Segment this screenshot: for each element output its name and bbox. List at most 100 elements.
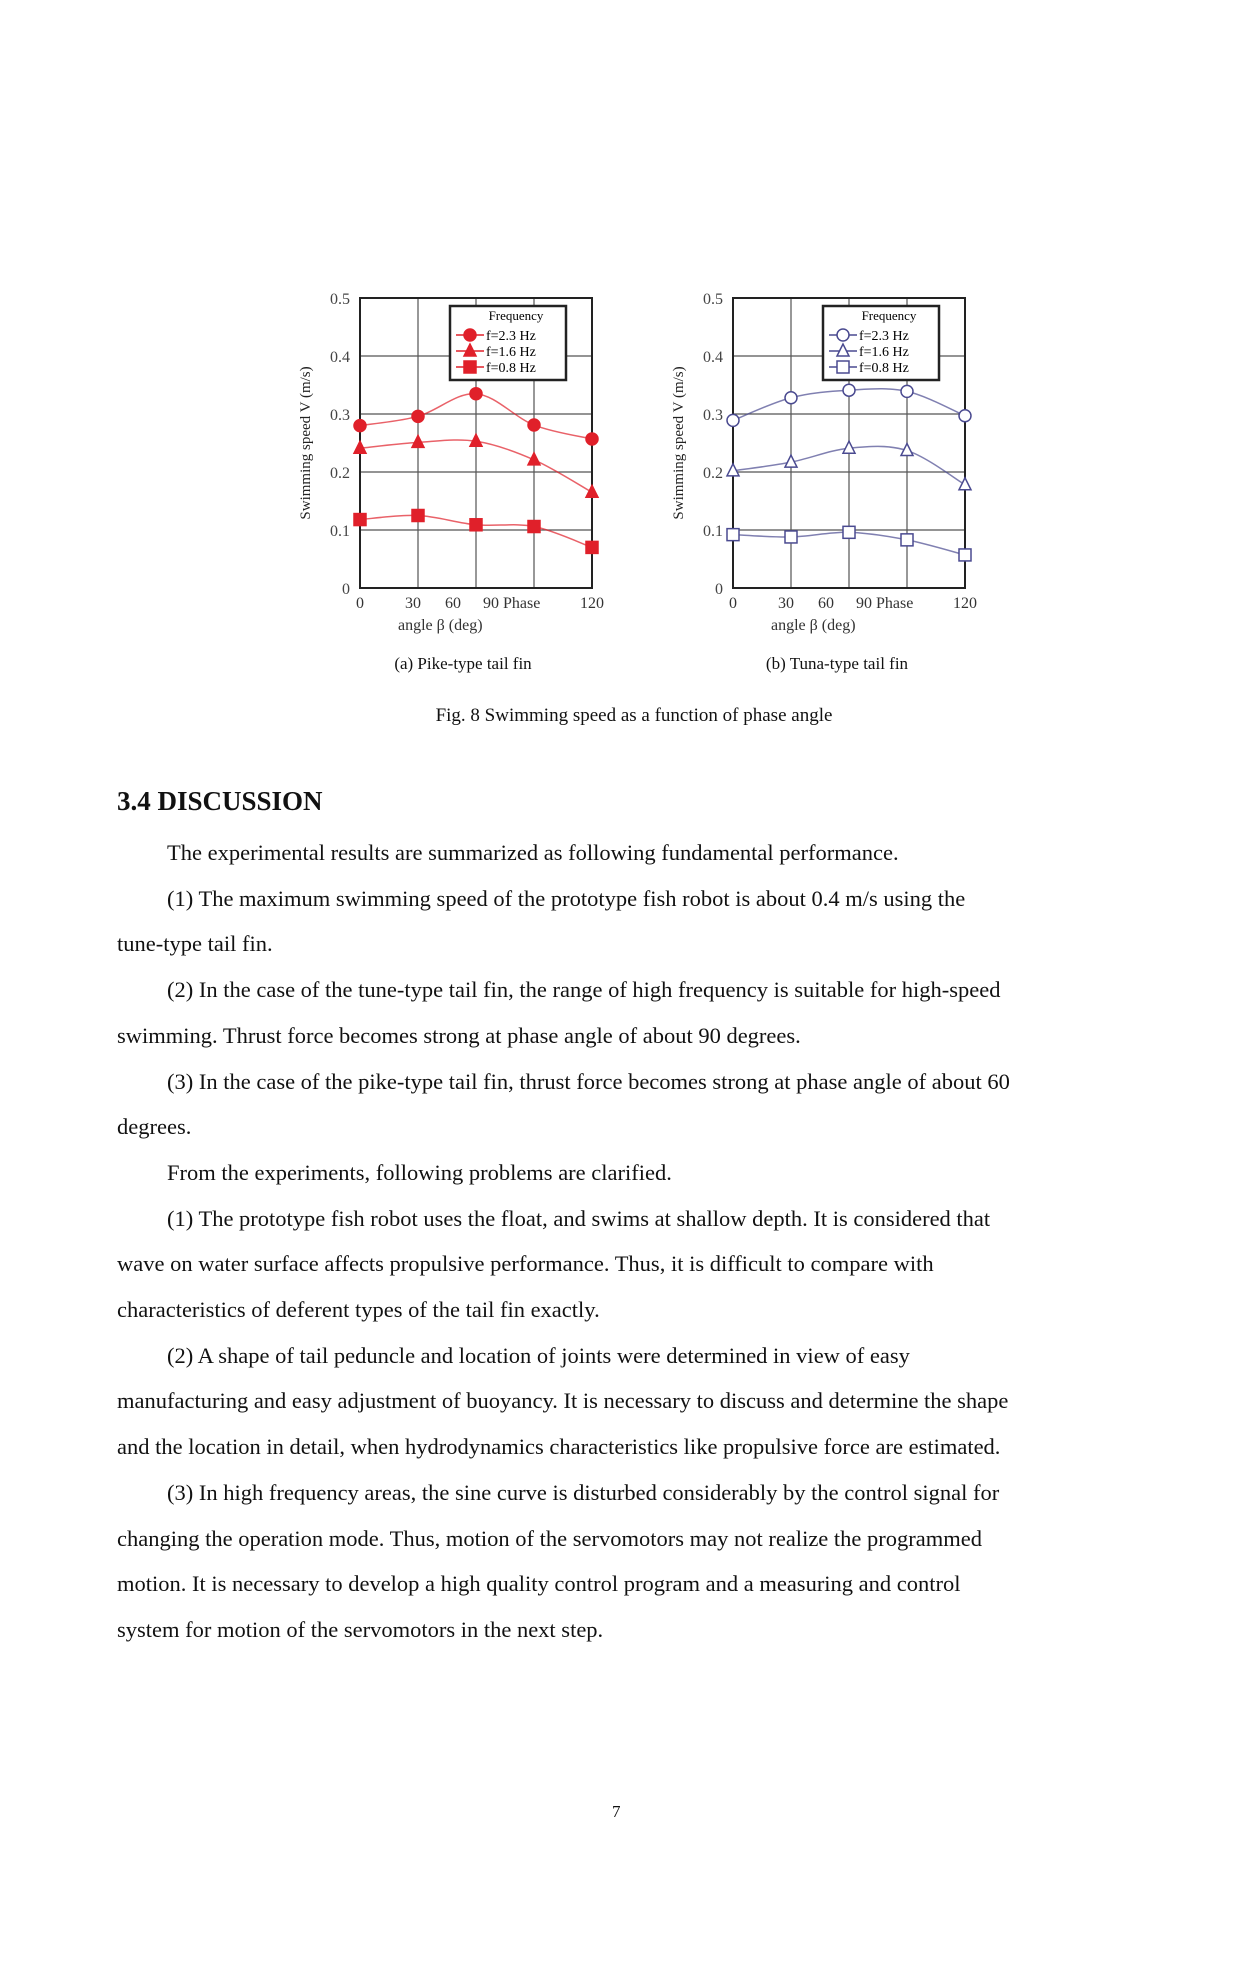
legend-label: f=2.3 Hz xyxy=(486,329,536,344)
data-point xyxy=(900,384,914,399)
data-point xyxy=(900,533,914,547)
body-line: and the location in detail, when hydrody… xyxy=(117,1434,1001,1460)
chart-a-svg: 0 0.1 0.2 0.3 0.4 0.5 Swimming speed V (m/s) 0 3… xyxy=(298,291,604,634)
x-tick-label: 30 xyxy=(405,595,421,612)
legend-marker xyxy=(836,328,850,342)
data-point xyxy=(469,386,483,401)
x-tick-label: 90 Phase xyxy=(856,595,913,612)
y-tick-label: 0.4 xyxy=(330,349,350,366)
series-0 xyxy=(353,386,599,446)
y-axis-label: Swimming speed V (m/s) xyxy=(671,366,687,519)
body-line: motion. It is necessary to develop a hig… xyxy=(117,1571,961,1597)
data-point xyxy=(958,548,972,562)
series-1 xyxy=(352,432,600,499)
legend-label: f=2.3 Hz xyxy=(859,329,909,344)
data-point xyxy=(411,409,425,424)
data-point xyxy=(842,525,856,540)
data-point xyxy=(841,439,857,454)
legend-marker xyxy=(462,342,478,357)
plot-frame xyxy=(732,297,966,589)
data-point xyxy=(585,540,599,555)
legend-label: f=1.6 Hz xyxy=(486,345,536,360)
data-point xyxy=(957,476,973,491)
body-line: manufacturing and easy adjustment of buo… xyxy=(117,1388,1009,1414)
data-point xyxy=(411,508,425,523)
y-tick-label: 0.4 xyxy=(703,349,723,366)
body-line: characteristics of deferent types of the… xyxy=(117,1297,600,1322)
body-line: (2) A shape of tail peduncle and locatio… xyxy=(167,1342,910,1368)
data-point xyxy=(468,432,484,448)
legend-label: f=1.6 Hz xyxy=(859,345,909,360)
body-line: (3) In the case of the pike-type tail fi… xyxy=(167,1068,1010,1094)
legend-label: f=0.8 Hz xyxy=(859,361,909,376)
body-line: The experimental results are summarized … xyxy=(167,840,899,865)
data-point xyxy=(353,512,367,527)
page-number: 7 xyxy=(612,1802,621,1821)
subcaption-b: (b) Tuna-type tail fin xyxy=(765,654,909,673)
body-line: tune-type tail fin. xyxy=(117,931,273,957)
data-point xyxy=(726,527,740,542)
y-tick-label: 0.3 xyxy=(330,407,350,424)
data-point xyxy=(410,433,426,449)
legend-title: Frequency xyxy=(862,308,917,323)
data-point xyxy=(585,432,599,446)
x-tick-label: 0 xyxy=(729,595,737,612)
series-2 xyxy=(726,525,972,562)
x-tick-label: 90 Phase xyxy=(483,595,540,612)
x-tick-label: 120 xyxy=(580,595,604,612)
data-point xyxy=(726,413,740,428)
y-tick-label: 0.5 xyxy=(330,291,350,308)
x-axis-label: angle β (deg) xyxy=(398,617,483,634)
data-point xyxy=(783,453,799,468)
chart-tuna-type: 0 0.1 0.2 0.3 0.4 0.5 Swimming speed V (m/s) 0 3… xyxy=(653,270,1013,670)
legend-marker xyxy=(835,342,851,357)
x-axis-label: angle β (deg) xyxy=(771,617,856,634)
data-point xyxy=(784,530,798,544)
y-tick-label: 0.2 xyxy=(330,465,350,482)
legend-label: f=0.8 Hz xyxy=(486,361,536,376)
data-point xyxy=(352,439,368,454)
data-point xyxy=(469,518,483,532)
x-tick-label: 0 xyxy=(356,595,364,612)
body-line: (2) In the case of the tune-type tail fi… xyxy=(167,977,1001,1003)
chart-b-svg: 0 0.1 0.2 0.3 0.4 0.5 Swimming speed V (m/s) 0 3… xyxy=(671,291,977,634)
data-point xyxy=(526,451,542,466)
y-tick-label: 0 xyxy=(715,581,723,598)
y-tick-label: 0 xyxy=(342,581,350,598)
data-point xyxy=(784,391,798,405)
legend-marker xyxy=(463,360,477,374)
figure-caption: Fig. 8 Swimming speed as a function of p… xyxy=(435,705,833,726)
x-tick-label: 60 xyxy=(445,595,461,612)
body-line: (1) The prototype fish robot uses the fl… xyxy=(167,1205,991,1231)
subcaption-a: (a) Pike-type tail fin xyxy=(394,654,532,673)
legend-marker xyxy=(463,328,477,342)
y-tick-label: 0.1 xyxy=(330,523,350,540)
x-tick-label: 120 xyxy=(953,595,977,612)
data-point xyxy=(725,462,741,477)
y-tick-label: 0.1 xyxy=(703,523,723,540)
body-line: wave on water surface affects propulsive… xyxy=(117,1251,934,1277)
data-point xyxy=(899,441,915,457)
y-tick-label: 0.3 xyxy=(703,407,723,424)
body-line: changing the operation mode. Thus, motio… xyxy=(117,1525,982,1551)
data-point xyxy=(584,483,600,499)
series-1 xyxy=(725,439,973,491)
series-2 xyxy=(353,508,599,555)
body-line: system for motion of the servomotors in … xyxy=(117,1616,604,1642)
data-point xyxy=(527,519,541,534)
x-tick-label: 60 xyxy=(818,595,834,612)
legend-title: Frequency xyxy=(489,308,544,323)
data-point xyxy=(958,408,972,423)
body-line: (3) In high frequency areas, the sine cu… xyxy=(167,1479,1000,1505)
chart-pike-type: 0 0.1 0.2 0.3 0.4 0.5 Swimming speed V (m/s) 0 3… xyxy=(280,270,640,670)
data-point xyxy=(842,383,856,397)
data-point xyxy=(527,418,541,432)
body-line: degrees. xyxy=(117,1114,192,1140)
series-0 xyxy=(726,383,972,428)
y-tick-label: 0.2 xyxy=(703,465,723,482)
section-heading: 3.4 DISCUSSION xyxy=(117,786,323,816)
body-line: From the experiments, following problems… xyxy=(167,1159,672,1185)
data-point xyxy=(353,418,367,433)
x-tick-label: 30 xyxy=(778,595,794,612)
y-axis-label: Swimming speed V (m/s) xyxy=(298,366,314,519)
